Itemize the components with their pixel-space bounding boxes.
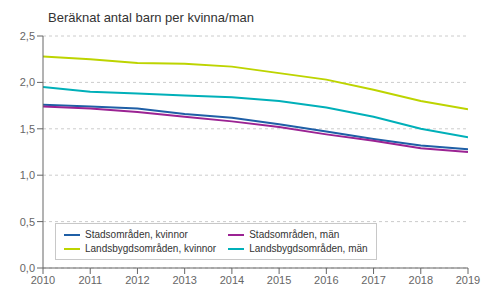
svg-text:2010: 2010: [31, 274, 55, 286]
svg-text:1,5: 1,5: [20, 123, 35, 135]
html-text:Beräknat antal barn per kvinna: Beräknat antal barn per kvinna/man: [48, 10, 254, 25]
html-text:Landsbygdsområden, kvinnor: Landsbygdsområden, kvinnor: [85, 243, 217, 254]
svg-text:2,0: 2,0: [20, 76, 35, 88]
svg-text:2014: 2014: [220, 274, 244, 286]
svg-text:2013: 2013: [172, 274, 196, 286]
html-text:Landsbygdsområden, män: Landsbygdsområden, män: [249, 243, 368, 254]
svg-text:2018: 2018: [409, 274, 433, 286]
html-text:Stadsområden, män: Stadsområden, män: [249, 229, 340, 240]
svg-text:2,5: 2,5: [20, 30, 35, 42]
svg-text:2011: 2011: [78, 274, 102, 286]
svg-text:2017: 2017: [361, 274, 385, 286]
svg-text:2012: 2012: [125, 274, 149, 286]
svg-text:2019: 2019: [456, 274, 480, 286]
svg-text:2015: 2015: [267, 274, 291, 286]
html-text:Stadsområden, kvinnor: Stadsområden, kvinnor: [85, 229, 188, 240]
svg-text:0,5: 0,5: [20, 216, 35, 228]
svg-text:2016: 2016: [314, 274, 338, 286]
svg-text:0,0: 0,0: [20, 262, 35, 274]
svg-text:1,0: 1,0: [20, 169, 35, 181]
